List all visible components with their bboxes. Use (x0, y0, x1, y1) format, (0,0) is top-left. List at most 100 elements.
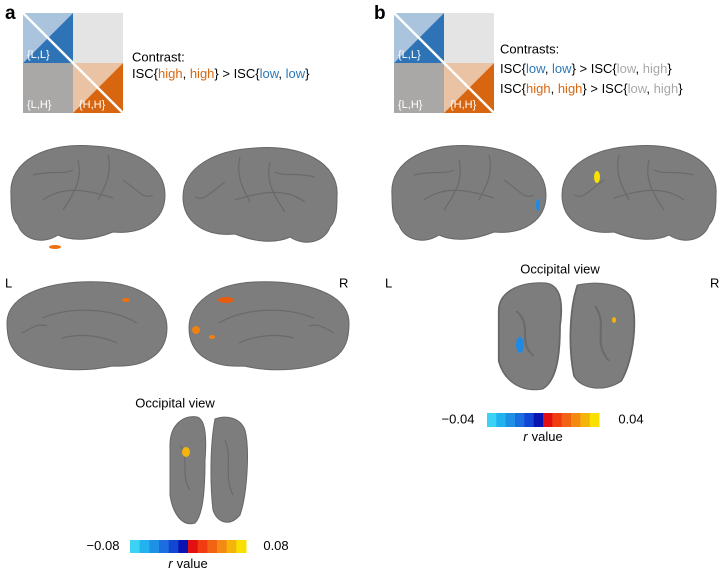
matrix-cell-label: {L,H} (27, 99, 52, 111)
colorbar-swatch (178, 540, 189, 553)
colorbar-swatch (580, 413, 591, 427)
activation (192, 326, 200, 334)
colorbar-variable: r (168, 556, 173, 571)
colorbar-swatch (589, 413, 600, 427)
colorbar-swatch (159, 540, 170, 553)
colorbar-label: r value (523, 429, 562, 444)
contrast-part: high (526, 81, 551, 96)
colorbar-swatch (188, 540, 199, 553)
contrast-title: Contrasts: (500, 41, 559, 56)
activation (218, 297, 234, 303)
view-title: Occipital view (135, 395, 215, 410)
colorbar-swatch (552, 413, 563, 427)
brain-medial (6, 281, 168, 371)
contrast-part: , (278, 66, 285, 81)
activation (594, 171, 600, 183)
contrast: ISC{high, high} > ISC{low, low} (132, 66, 310, 81)
colorbar-swatch (139, 540, 150, 553)
contrast-part: low (260, 66, 280, 81)
contrast-title: Contrast: (132, 49, 185, 64)
contrast-part: } > ISC{ (214, 66, 260, 81)
panel-label: a (5, 3, 16, 24)
contrast-part: , (183, 66, 190, 81)
matrix-cell-label: {L,L} (398, 49, 421, 61)
activation (49, 245, 61, 249)
hemisphere-label: R (710, 275, 719, 290)
contrast-part: high (158, 66, 183, 81)
contrast: ISC{high, high} > ISC{low, high} (500, 81, 683, 96)
colorbar-swatch (515, 413, 525, 427)
colorbar-swatch (168, 540, 179, 553)
hemisphere-label: R (339, 275, 348, 290)
contrast-part: ISC{ (500, 81, 527, 96)
brain-medial (188, 281, 350, 371)
colorbar-swatch (207, 540, 218, 553)
contrast-part: high (190, 66, 215, 81)
brain-lateral (10, 144, 166, 241)
matrix-cell-label: {H,H} (450, 99, 477, 111)
hemisphere-label: L (385, 275, 392, 290)
activation (612, 317, 616, 323)
contrast-part: , (551, 81, 558, 96)
colorbar-swatch (130, 540, 141, 553)
colorbar-swatch (524, 413, 535, 427)
colorbar-tick-label: 0.08 (263, 538, 288, 553)
colorbar-swatch (543, 413, 553, 427)
colorbar-unit: value (532, 429, 563, 444)
contrast-part: low (286, 66, 306, 81)
contrast-part: low (526, 61, 546, 76)
contrast-part: high (558, 81, 583, 96)
hemisphere-label: L (5, 275, 12, 290)
brain-occipital (169, 416, 249, 525)
contrast-part: ISC{ (132, 66, 159, 81)
matrix-cell-label: {H,H} (79, 99, 106, 111)
colorbar-unit: value (177, 556, 208, 571)
colorbar-tick-label: 0.04 (618, 411, 643, 426)
brain-occipital (497, 281, 636, 391)
activation (516, 337, 524, 353)
view-title: Occipital view (520, 261, 600, 276)
panel-label: b (374, 3, 386, 24)
colorbar-label: r value (168, 556, 207, 571)
colorbar-swatch (236, 540, 247, 553)
condition-matrix: {L,L} {L,H} {H,H} (392, 11, 496, 115)
activation (536, 199, 540, 211)
contrast-part: } > ISC{ (582, 81, 628, 96)
brain-lateral (391, 144, 547, 241)
condition-matrix: {L,L} {L,H} {H,H} (21, 11, 125, 115)
brain-lateral (561, 144, 717, 241)
colorbar-swatch (197, 540, 208, 553)
contrast-part: } (667, 61, 672, 76)
contrast-part: } > ISC{ (572, 61, 618, 76)
contrast-part: low (552, 61, 572, 76)
colorbar: −0.08 0.08 r value (87, 538, 289, 571)
colorbar-variable: r (523, 429, 528, 444)
colorbar-swatch (149, 540, 160, 553)
contrast-part: , (545, 61, 552, 76)
contrast-part: low (628, 81, 648, 96)
activation (209, 335, 215, 339)
contrast-part: ISC{ (500, 61, 527, 76)
colorbar: −0.04 0.04 r value (442, 411, 644, 444)
colorbar-swatch (533, 413, 544, 427)
matrix-cell-label: {L,L} (27, 49, 50, 61)
colorbar-swatch (226, 540, 237, 553)
contrast-part: , (636, 61, 643, 76)
colorbar-swatch (217, 540, 228, 553)
contrast-part: } (678, 81, 683, 96)
contrast-part: } (305, 66, 310, 81)
colorbar-swatch (496, 413, 507, 427)
contrast-part: high (643, 61, 668, 76)
colorbar-tick-label: −0.04 (442, 411, 475, 426)
contrast: ISC{low, low} > ISC{low, high} (500, 61, 672, 76)
activation (182, 447, 190, 457)
colorbar-swatch (487, 413, 497, 427)
contrast-part: low (617, 61, 637, 76)
colorbar-swatch (571, 413, 581, 427)
colorbar-swatch (561, 413, 572, 427)
contrast-part: high (654, 81, 679, 96)
colorbar-swatch (505, 413, 516, 427)
activation (122, 298, 130, 302)
brain-lateral (182, 146, 338, 243)
